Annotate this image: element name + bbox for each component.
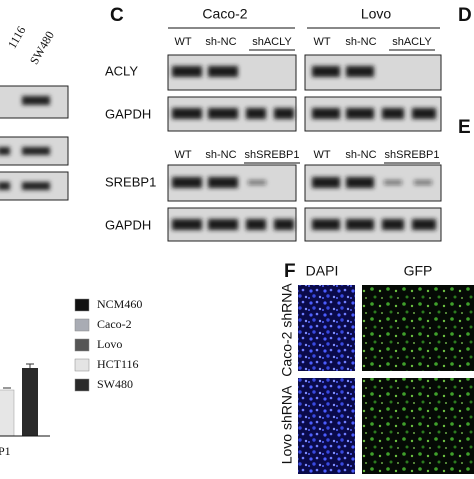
- lane-label: WT: [313, 36, 330, 48]
- lane-label: SW480: [27, 29, 57, 67]
- blot: [167, 164, 442, 242]
- axis-label: P1: [0, 444, 11, 458]
- blot: [167, 54, 442, 132]
- row-label: ACLY: [105, 63, 138, 78]
- lane-label: WT: [174, 149, 191, 161]
- bar-fragment: [0, 363, 50, 437]
- row-label: Lovo shRNA: [279, 385, 295, 464]
- row-label: SREBP1: [105, 174, 156, 189]
- legend-swatch: [74, 358, 90, 372]
- row-label: GAPDH: [105, 217, 151, 232]
- legend-swatch: [74, 378, 90, 392]
- lane-label: sh-NC: [345, 149, 376, 161]
- column-label: GFP: [404, 263, 433, 279]
- micrograph: [298, 285, 474, 474]
- legend-label: HCT116: [97, 357, 139, 371]
- row-label: GAPDH: [105, 106, 151, 121]
- lane-label: WT: [313, 149, 330, 161]
- lane-label: sh-NC: [205, 149, 236, 161]
- legend-label: NCM460: [97, 297, 142, 311]
- group-label: Caco-2: [202, 6, 247, 22]
- group-label: Lovo: [361, 6, 392, 22]
- panel-letter: F: [284, 261, 296, 282]
- lane-label: sh-NC: [345, 36, 376, 48]
- legend-swatch: [74, 338, 90, 352]
- lane-label: shACLY: [252, 36, 292, 48]
- panel-letter: E: [458, 117, 471, 138]
- column-label: DAPI: [306, 263, 339, 279]
- legend-swatch: [74, 318, 90, 332]
- legend-label: Lovo: [97, 337, 122, 351]
- lane-label: WT: [174, 36, 191, 48]
- panel-letter: C: [110, 5, 124, 26]
- lane-label: shSREBP1: [244, 149, 299, 161]
- lane-label: shSREBP1: [384, 149, 439, 161]
- lane-label: shACLY: [392, 36, 432, 48]
- row-label: Caco-2 shRNA: [279, 283, 295, 377]
- lane-label: 1116: [5, 24, 29, 51]
- panel-letter: D: [458, 5, 472, 26]
- legend-swatch: [74, 298, 90, 312]
- lane-label: sh-NC: [205, 36, 236, 48]
- legend-label: Caco-2: [97, 317, 132, 331]
- blot-fragment: [0, 85, 69, 201]
- legend-label: SW480: [97, 377, 133, 391]
